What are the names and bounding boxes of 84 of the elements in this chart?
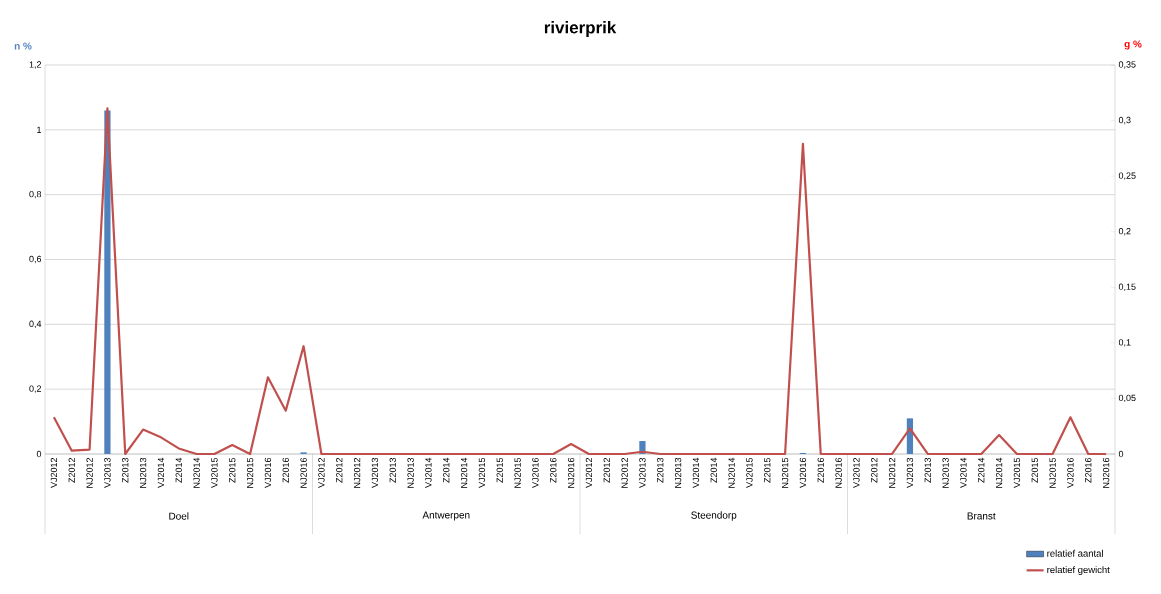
x-tick-label: NJ2013	[407, 457, 414, 488]
x-tick-label: NJ2015	[514, 457, 521, 488]
x-tick-label: NJ2015	[1049, 457, 1056, 488]
x-tick-label: VJ2014	[960, 457, 967, 488]
chart-title: rivierprik	[544, 21, 617, 37]
text: Branst	[967, 512, 996, 520]
y-tick-label: 1	[37, 126, 42, 133]
x-tick-label: Z2016	[282, 457, 289, 483]
x-tick-label: NJ2013	[139, 457, 147, 488]
y2-axis-title: g %	[1124, 40, 1142, 50]
x-tick-label: Z2013	[924, 457, 931, 483]
x-tick-label: Z2014	[443, 457, 450, 483]
y-axis-title: n %	[14, 42, 32, 50]
x-tick-label: Z2012	[871, 457, 878, 483]
text: Steendorp	[691, 511, 737, 521]
x-tick-label: Z2012	[68, 457, 75, 483]
x-tick-label: Z2015	[496, 457, 503, 483]
y2-tick-label: 0,3	[1118, 116, 1131, 125]
x-tick-label: NJ2016	[567, 457, 575, 488]
x-tick-label: VJ2015	[1013, 457, 1021, 488]
x-tick-label: Z2012	[336, 457, 343, 483]
x-tick-label: Z2013	[657, 457, 664, 483]
y2-tick-label: 0,05	[1118, 394, 1136, 403]
y-tick-label: 0,2	[29, 385, 42, 393]
x-tick-label: VJ2013	[104, 457, 111, 488]
x-tick-label: Z2016	[817, 457, 824, 483]
x-tick-label: VJ2013	[639, 457, 646, 488]
x-tick-label: VJ2013	[906, 457, 914, 488]
x-tick-label: NJ2013	[674, 457, 682, 488]
y-tick-label: 0,6	[29, 255, 42, 264]
x-tick-label: VJ2012	[318, 457, 325, 488]
x-tick-label: Z2015	[229, 457, 236, 483]
x-tick-label: VJ2016	[264, 457, 272, 488]
x-tick-label: VJ2012	[50, 457, 58, 488]
x-tick-label: NJ2014	[995, 457, 1003, 488]
x-tick-label: Z2014	[978, 457, 985, 483]
x-tick-label: Z2015	[1031, 457, 1038, 483]
x-tick-label: Z2012	[603, 457, 610, 483]
x-tick-label: VJ2016	[1067, 457, 1074, 488]
text: Antwerpen	[422, 511, 470, 521]
x-tick-label: NJ2012	[353, 457, 361, 488]
x-tick-label: Z2014	[710, 457, 717, 483]
x-tick-label: Z2016	[550, 457, 557, 483]
x-tick-label: NJ2015	[246, 457, 254, 488]
x-tick-label: VJ2014	[692, 457, 700, 488]
y2-tick-label: 0	[1118, 450, 1124, 458]
y2-tick-label: 0,15	[1118, 283, 1136, 291]
x-tick-label: Z2013	[389, 457, 396, 483]
x-tick-label: NJ2015	[781, 457, 789, 488]
x-tick-label: NJ2012	[86, 457, 93, 488]
x-tick-label: Z2013	[122, 457, 129, 483]
x-tick-label: NJ2014	[193, 457, 200, 488]
x-tick-label: Z2015	[764, 457, 771, 483]
x-tick-label: VJ2014	[157, 457, 165, 488]
x-tick-label: NJ2016	[300, 457, 307, 488]
y2-tick-label: 0,2	[1118, 228, 1131, 236]
x-tick-label: VJ2014	[425, 457, 432, 488]
x-tick-label: VJ2015	[746, 457, 753, 488]
y2-tick-label: 0,25	[1118, 172, 1136, 180]
x-tick-label: VJ2012	[585, 457, 593, 488]
x-tick-label: VJ2013	[371, 457, 379, 488]
text: Doel	[169, 512, 189, 520]
x-tick-label: VJ2015	[478, 457, 486, 488]
x-tick-label: VJ2016	[532, 457, 539, 488]
x-tick-label: VJ2016	[799, 457, 807, 488]
x-tick-label: NJ2016	[1102, 457, 1110, 488]
y-tick-label: 0	[36, 450, 42, 458]
legend-label: relatief gewicht	[1047, 566, 1110, 575]
x-tick-label: NJ2016	[835, 457, 842, 488]
y2-tick-label: 0,35	[1118, 61, 1136, 69]
x-tick-label: Z2014	[175, 457, 182, 483]
legend-label: relatief aantal	[1047, 549, 1103, 557]
x-tick-label: VJ2015	[211, 457, 218, 488]
y-tick-label: 1,2	[29, 61, 42, 69]
x-tick-label: NJ2014	[460, 457, 468, 488]
y2-tick-label: 0,1	[1118, 339, 1131, 347]
x-tick-label: NJ2014	[728, 457, 735, 488]
y-tick-label: 0,8	[29, 190, 42, 199]
y-tick-label: 0,4	[29, 320, 42, 329]
x-tick-label: NJ2012	[621, 457, 628, 488]
x-tick-label: NJ2013	[942, 457, 949, 488]
x-tick-label: Z2016	[1085, 457, 1092, 483]
x-tick-label: VJ2012	[853, 457, 860, 488]
x-tick-label: NJ2012	[888, 457, 896, 488]
